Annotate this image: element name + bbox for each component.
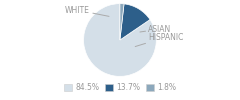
Wedge shape	[120, 4, 150, 40]
Wedge shape	[120, 4, 124, 40]
Text: WHITE: WHITE	[65, 6, 109, 16]
Wedge shape	[84, 4, 156, 76]
Text: ASIAN: ASIAN	[140, 25, 172, 34]
Text: HISPANIC: HISPANIC	[135, 33, 184, 46]
Legend: 84.5%, 13.7%, 1.8%: 84.5%, 13.7%, 1.8%	[61, 80, 179, 95]
